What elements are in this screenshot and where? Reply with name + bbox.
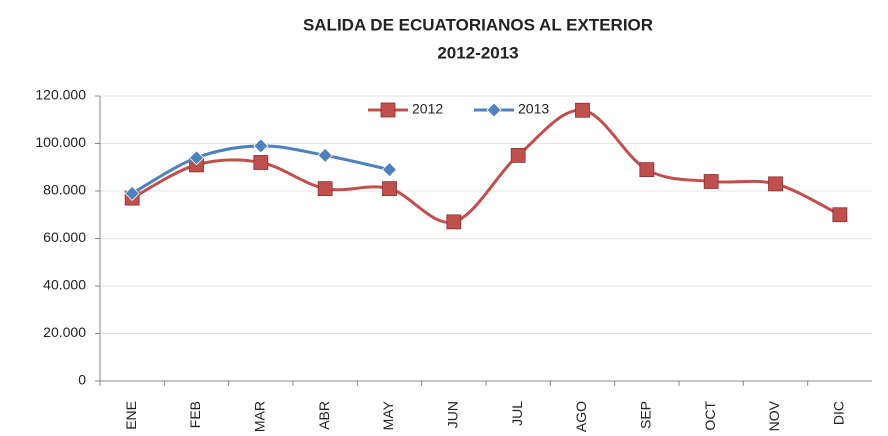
x-tick-label: MAY (380, 400, 396, 430)
x-tick-label: JUL (509, 401, 525, 426)
y-tick-label: 80.000 (43, 182, 86, 198)
x-tick-label: SEP (638, 401, 654, 429)
point (382, 181, 397, 197)
point (768, 176, 783, 192)
chart-title: SALIDA DE ECUATORIANOS AL EXTERIOR (303, 15, 653, 34)
y-tick-label: 0 (78, 372, 86, 388)
x-tick-label: NOV (766, 400, 782, 431)
point (253, 155, 269, 170)
legend-marker (380, 102, 396, 118)
y-tick-label: 120.000 (35, 87, 86, 103)
y-tick-label: 100.000 (35, 134, 86, 150)
x-tick-label: FEB (187, 401, 203, 428)
legend-label: 2012 (412, 101, 443, 117)
x-tick-label: OCT (702, 401, 718, 431)
point (832, 207, 848, 223)
y-tick-label: 60.000 (43, 229, 86, 245)
point (253, 138, 269, 154)
point (317, 147, 333, 163)
legend-label: 2013 (518, 101, 549, 117)
x-tick-label: AGO (573, 401, 589, 432)
point (639, 162, 655, 178)
point (703, 174, 719, 189)
series-line (131, 108, 841, 224)
x-tick-label: ENE (123, 401, 139, 430)
chart-subtitle: 2012-2013 (437, 43, 518, 62)
point (124, 185, 140, 201)
x-tick-label: ABR (316, 401, 332, 430)
x-tick-label: MAR (252, 401, 268, 432)
point (188, 150, 205, 166)
point (575, 102, 590, 118)
x-tick-label: JUN (445, 401, 461, 428)
x-tick-label: DIC (831, 401, 847, 425)
point (381, 162, 398, 178)
point (510, 147, 526, 163)
point (446, 214, 462, 230)
point (317, 181, 333, 197)
y-tick-label: 20.000 (43, 324, 86, 340)
y-tick-label: 40.000 (43, 277, 86, 293)
legend-marker (486, 102, 502, 118)
